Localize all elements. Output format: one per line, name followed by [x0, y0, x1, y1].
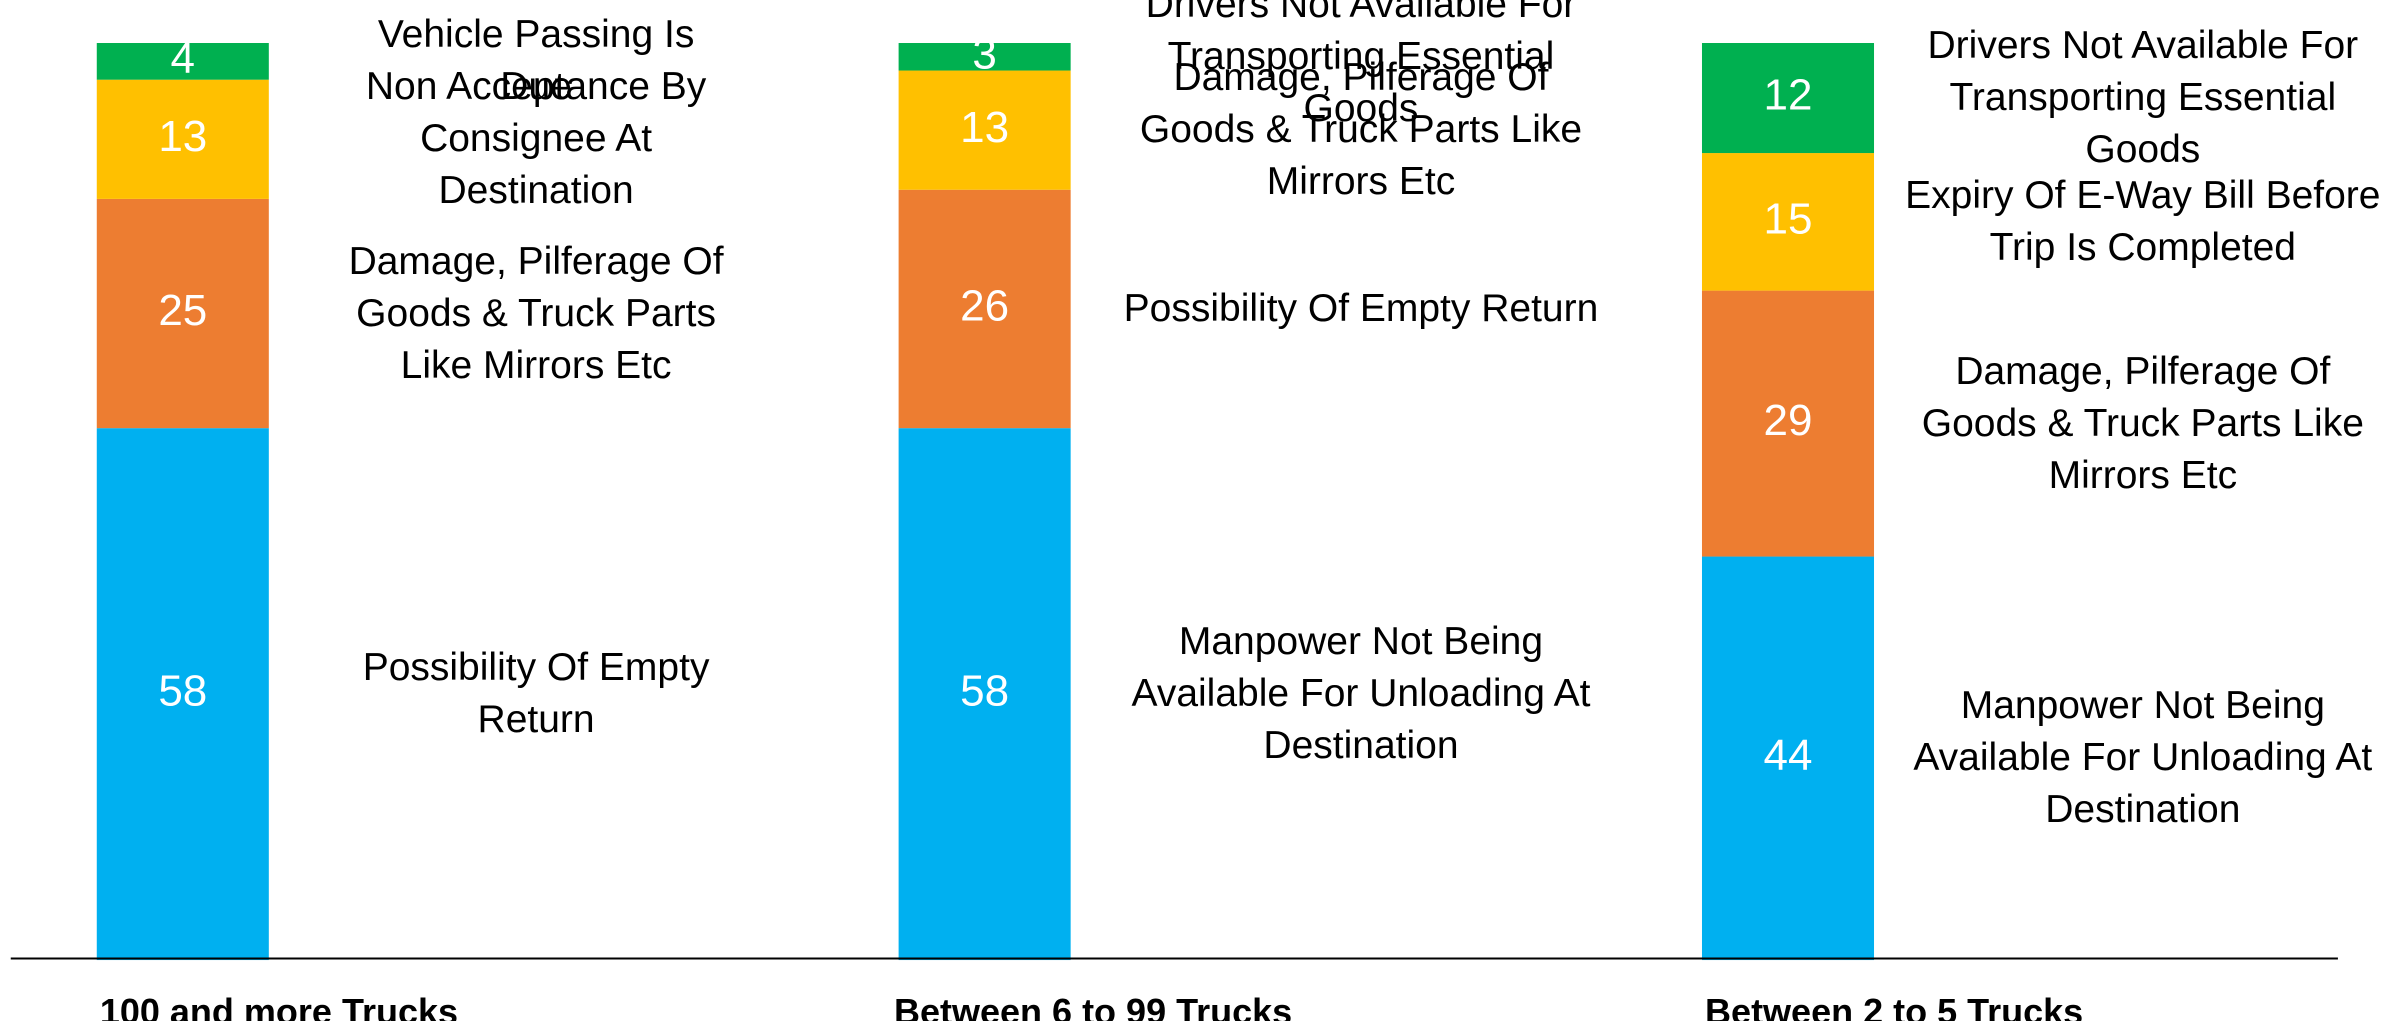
- segment-label: Non Acceptance By Consignee At Destinati…: [365, 65, 707, 213]
- segment-label: Drivers Not Available For Transporting E…: [1145, 0, 1577, 130]
- segment-label: Manpower Not Being Available For Unloadi…: [1913, 684, 2373, 832]
- value-label: 26: [960, 282, 1009, 331]
- bar-segment: [1701, 290, 1875, 557]
- segment-label: Possibility Of Empty Return: [362, 646, 710, 742]
- segment-label: Damage, Pilferage Of Goods & Truck Parts…: [1921, 349, 2364, 497]
- value-label: 25: [158, 286, 207, 335]
- value-label: 29: [1764, 396, 1813, 445]
- value-label: 13: [960, 103, 1009, 152]
- bar-segment: [96, 79, 269, 199]
- bar-segment: [898, 189, 1071, 429]
- category-label: 100 and more Trucks: [99, 990, 459, 1021]
- segment-label: Possibility Of Empty Return: [1123, 286, 1599, 330]
- category-label: Between 2 to 5 Trucks: [1705, 990, 2084, 1021]
- value-label: 13: [158, 112, 207, 161]
- value-label: 58: [960, 667, 1009, 716]
- value-label: 58: [158, 667, 207, 716]
- value-label: 12: [1764, 71, 1813, 120]
- bar-segment: [96, 43, 269, 80]
- bar-segment: [1701, 43, 1875, 154]
- bar-segment: [1701, 153, 1875, 291]
- category-label: Between 6 to 99 Trucks: [894, 990, 1293, 1021]
- bar-segment: [96, 198, 269, 429]
- value-label: 15: [1764, 194, 1813, 243]
- segment-label: Damage, Pilferage Of Goods & Truck Parts…: [348, 239, 724, 387]
- value-label: 4: [171, 34, 195, 83]
- value-label: 44: [1764, 731, 1813, 780]
- segment-label: Manpower Not Being Available For Unloadi…: [1131, 620, 1591, 768]
- bar-segment: [1701, 556, 1875, 961]
- segment-label: Expiry Of E-Way Bill Before Trip Is Comp…: [1905, 173, 2381, 269]
- segment-label: Damage, Pilferage Of Goods & Truck Parts…: [1139, 56, 1583, 204]
- segment-label: Drivers Not Available For Transporting E…: [1927, 24, 2359, 172]
- bar-segment: [898, 70, 1071, 190]
- bar-segment: [898, 428, 1071, 961]
- bar-segment: [898, 43, 1071, 71]
- bar-segment: [96, 428, 269, 961]
- value-label: 3: [972, 29, 996, 78]
- segment-label: Vehicle Passing Is Due: [377, 13, 695, 109]
